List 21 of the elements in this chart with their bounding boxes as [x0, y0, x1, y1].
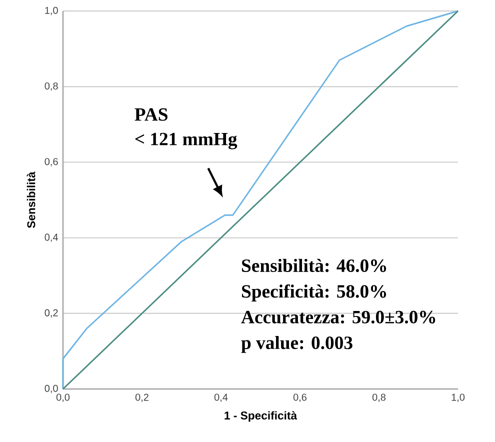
annotation: Specificità: 58.0% — [242, 284, 386, 302]
x-tick-label: 0,0 — [56, 394, 70, 402]
annotation: Accuratezza: 59.0±3.0% — [241, 310, 436, 324]
y-tick-label: 0,2 — [44, 309, 58, 318]
x-tick-label: 0,6 — [293, 394, 307, 402]
y-tick-label: 1,0 — [45, 6, 58, 16]
y-tick-label: 0,0 — [44, 384, 58, 394]
annotation: < 121 mmHg — [135, 132, 238, 150]
x-axis-title: 1 - Specificità — [224, 411, 298, 422]
y-tick-label: 0,4 — [44, 234, 58, 242]
y-tick-label: 0,6 — [44, 158, 58, 166]
annotation: Sensibilità: 46.0% — [242, 258, 386, 272]
x-tick-label: 0,2 — [135, 394, 148, 402]
annotation: PAS — [134, 108, 168, 121]
x-tick-label: 0,8 — [372, 394, 386, 402]
y-axis-title: Sensibilità — [26, 172, 36, 228]
x-tick-label: 0,4 — [214, 394, 228, 402]
y-tick-label: 0,8 — [44, 82, 58, 91]
annotation: p value: 0.003 — [241, 336, 352, 353]
x-tick-label: 1,0 — [452, 394, 465, 402]
line-series — [62, 10, 459, 390]
